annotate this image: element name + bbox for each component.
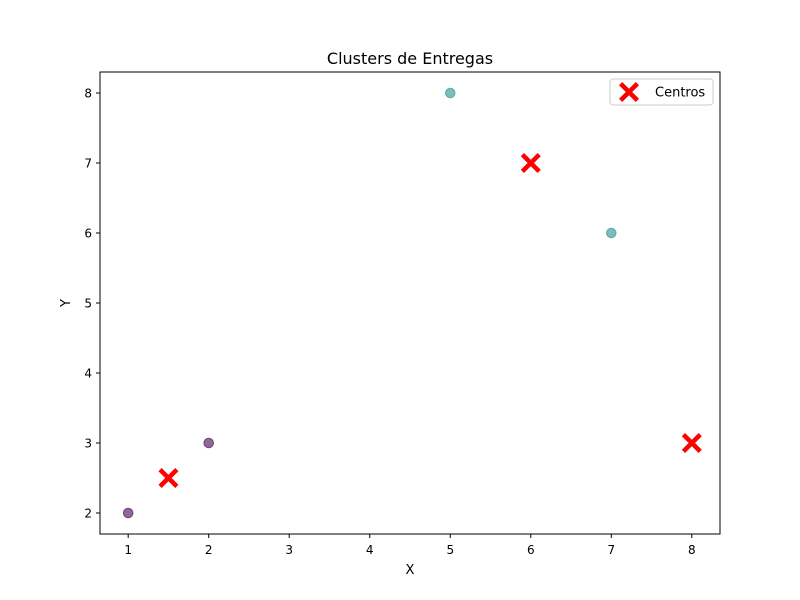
x-axis-label: X [406,563,415,578]
data-point-cluster-1 [605,227,617,239]
legend-x-marker [619,82,639,102]
cluster-center-marker [520,153,541,173]
y-tick-label: 5 [84,297,92,311]
x-tick-label: 7 [607,543,615,557]
y-tick-label: 3 [84,437,92,451]
y-tick-label: 6 [84,227,92,241]
chart-title: Clusters de Entregas [327,49,493,68]
data-point-cluster-1 [444,87,456,99]
data-point-cluster-0 [203,437,215,449]
legend-marker-centros [619,82,639,102]
y-axis-ticks: 2 3 4 5 6 7 8 [84,87,100,521]
plot-layer [122,87,702,519]
x-tick-label: 6 [527,543,535,557]
x-tick-label: 5 [446,543,454,557]
legend: Centros [609,78,714,106]
data-point-cluster-0 [122,507,134,519]
x-tick-label: 8 [688,543,696,557]
cluster-center-marker [681,433,702,453]
x-tick-label: 1 [124,543,132,557]
y-tick-label: 8 [84,87,92,101]
x-tick-label: 3 [285,543,293,557]
y-tick-label: 7 [84,157,92,171]
y-axis-label: Y [59,299,74,308]
y-tick-label: 4 [84,367,92,381]
legend-label-centros: Centros [655,86,705,101]
y-tick-label: 2 [84,507,92,521]
x-tick-label: 2 [205,543,213,557]
x-axis-ticks: 1 2 3 4 5 6 7 8 [124,534,696,557]
cluster-center-marker [158,468,179,488]
x-tick-label: 4 [366,543,374,557]
axes-frame [99,71,721,535]
